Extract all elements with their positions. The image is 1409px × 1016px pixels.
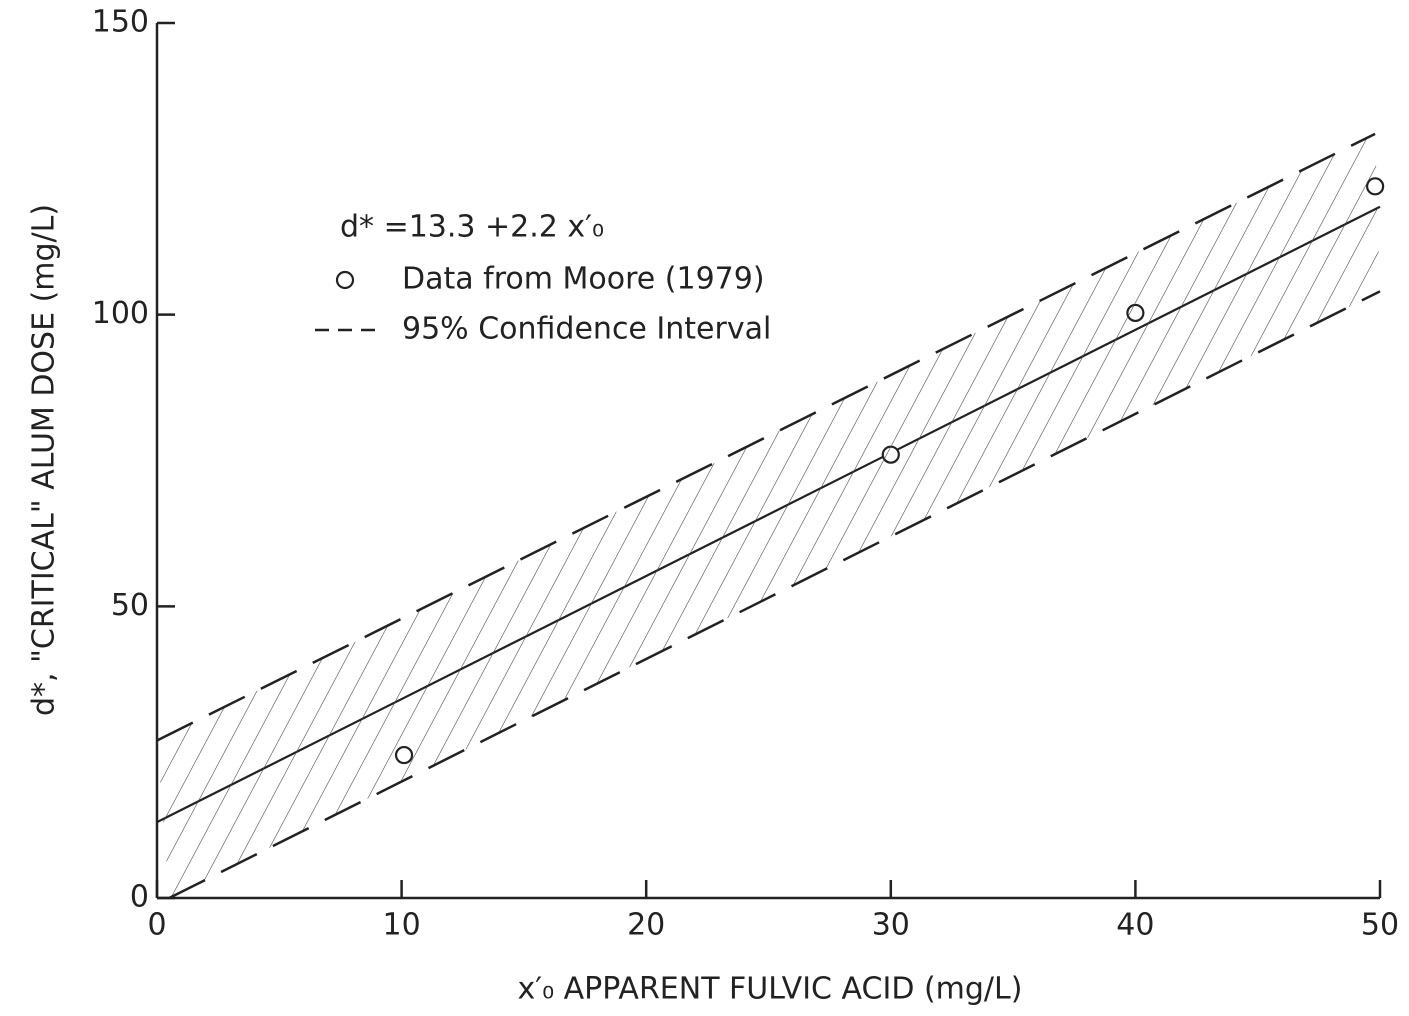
x-tick-label: 40 [1116, 908, 1154, 943]
y-axis-label: d*, "CRITICAL" ALUM DOSE (mg/L) [27, 204, 62, 716]
legend-label: 95% Confidence Interval [402, 312, 771, 347]
legend-label: Data from Moore (1979) [402, 262, 765, 297]
y-tick-label: 150 [92, 5, 149, 40]
legend-label: d* =13.3 +2.2 x′₀ [340, 210, 604, 245]
legend-symbol [335, 270, 355, 290]
ci-hatch [157, 133, 1380, 898]
x-tick-label: 20 [627, 908, 665, 943]
y-tick-label: 0 [130, 880, 149, 915]
x-tick-label: 30 [872, 908, 910, 943]
x-axis-label: x′₀ APPARENT FULVIC ACID (mg/L) [518, 972, 1023, 1007]
ci-lower [168, 290, 1381, 900]
x-tick-label: 50 [1361, 908, 1399, 943]
y-tick-label: 50 [111, 588, 149, 623]
x-tick-label: 0 [147, 908, 166, 943]
y-tick-label: 100 [92, 296, 149, 331]
x-tick-label: 10 [383, 908, 421, 943]
ci-upper [156, 132, 1376, 742]
